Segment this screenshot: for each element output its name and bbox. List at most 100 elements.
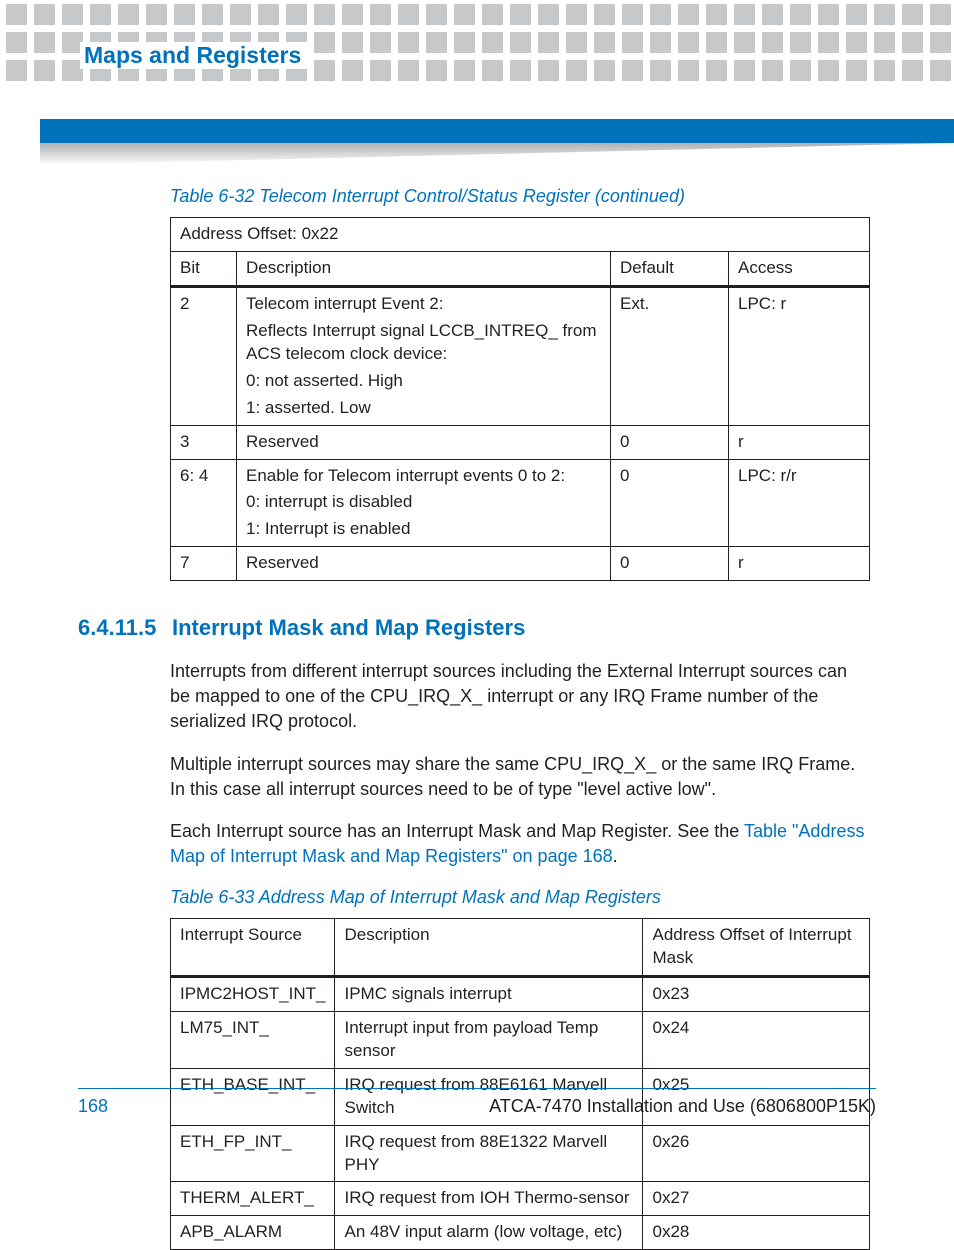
cell-description: IRQ request from IOH Thermo-sensor <box>335 1182 643 1216</box>
square-icon <box>622 32 643 53</box>
cell-address-offset: 0x24 <box>643 1011 870 1068</box>
square-icon <box>426 60 447 81</box>
col-interrupt-source: Interrupt Source <box>171 919 335 977</box>
col-description: Description <box>237 251 611 286</box>
square-icon <box>510 60 531 81</box>
page-number: 168 <box>78 1096 108 1117</box>
body-text: . <box>613 846 618 866</box>
square-row <box>0 4 954 25</box>
square-icon <box>258 4 279 25</box>
description-line: 0: not asserted. High <box>246 370 601 393</box>
square-icon <box>6 32 27 53</box>
square-icon <box>790 4 811 25</box>
table-header-row: Bit Description Default Access <box>171 251 870 286</box>
table-row: 7 Reserved 0r <box>171 547 870 581</box>
section-number: 6.4.11.5 <box>78 615 154 641</box>
square-icon <box>650 60 671 81</box>
cell-address-offset: 0x28 <box>643 1216 870 1250</box>
square-icon <box>314 60 335 81</box>
square-icon <box>454 60 475 81</box>
cell-default: 0 <box>611 459 729 547</box>
square-icon <box>34 60 55 81</box>
col-default: Default <box>611 251 729 286</box>
square-icon <box>678 60 699 81</box>
square-icon <box>342 60 363 81</box>
cell-description: An 48V input alarm (low voltage, etc) <box>335 1216 643 1250</box>
cell-description: IRQ request from 88E1322 Marvell PHY <box>335 1125 643 1182</box>
section-heading: 6.4.11.5 Interrupt Mask and Map Register… <box>78 615 876 641</box>
col-access: Access <box>729 251 870 286</box>
table-header-row: Interrupt Source Description Address Off… <box>171 919 870 977</box>
cell-bit: 6: 4 <box>171 459 237 547</box>
square-icon <box>650 32 671 53</box>
square-icon <box>846 4 867 25</box>
description-line: Reserved <box>246 552 601 575</box>
square-icon <box>482 4 503 25</box>
table-caption: Table 6-32 Telecom Interrupt Control/Sta… <box>170 186 876 207</box>
cell-bit: 3 <box>171 425 237 459</box>
square-icon <box>398 60 419 81</box>
square-icon <box>678 4 699 25</box>
square-icon <box>706 60 727 81</box>
square-icon <box>902 60 923 81</box>
table-row: ETH_FP_INT_IRQ request from 88E1322 Marv… <box>171 1125 870 1182</box>
square-icon <box>678 32 699 53</box>
footer-rule <box>78 1088 876 1089</box>
cell-bit: 2 <box>171 286 237 425</box>
cell-interrupt-source: THERM_ALERT_ <box>171 1182 335 1216</box>
square-icon <box>874 60 895 81</box>
description-line: Enable for Telecom interrupt events 0 to… <box>246 465 601 488</box>
table-row: LM75_INT_Interrupt input from payload Te… <box>171 1011 870 1068</box>
cell-access: r <box>729 547 870 581</box>
square-icon <box>538 60 559 81</box>
cell-description: Reserved <box>237 425 611 459</box>
square-icon <box>370 32 391 53</box>
square-icon <box>930 4 951 25</box>
square-icon <box>594 60 615 81</box>
header-blue-bar <box>40 119 954 143</box>
square-icon <box>734 4 755 25</box>
description-line: Reserved <box>246 431 601 454</box>
description-line: Reflects Interrupt signal LCCB_INTREQ_ f… <box>246 320 601 366</box>
square-icon <box>454 4 475 25</box>
body-text: Each Interrupt source has an Interrupt M… <box>170 821 744 841</box>
table-row: 3Reserved0r <box>171 425 870 459</box>
description-line: 1: asserted. Low <box>246 397 601 420</box>
cell-description: Interrupt input from payload Temp sensor <box>335 1011 643 1068</box>
square-icon <box>314 32 335 53</box>
square-icon <box>790 32 811 53</box>
square-icon <box>370 4 391 25</box>
square-icon <box>762 32 783 53</box>
cell-address-offset: 0x27 <box>643 1182 870 1216</box>
address-offset-cell: Address Offset: 0x22 <box>171 218 870 252</box>
square-icon <box>398 32 419 53</box>
chapter-title: Maps and Registers <box>80 42 311 69</box>
square-icon <box>6 4 27 25</box>
square-icon <box>34 4 55 25</box>
table-row: 6: 4 Enable for Telecom interrupt events … <box>171 459 870 547</box>
square-icon <box>286 4 307 25</box>
col-bit: Bit <box>171 251 237 286</box>
body-paragraph: Each Interrupt source has an Interrupt M… <box>170 819 870 869</box>
cell-interrupt-source: LM75_INT_ <box>171 1011 335 1068</box>
cell-bit: 7 <box>171 547 237 581</box>
cell-default: Ext. <box>611 286 729 425</box>
square-icon <box>874 32 895 53</box>
table-caption: Table 6-33 Address Map of Interrupt Mask… <box>170 887 876 908</box>
square-icon <box>566 60 587 81</box>
cell-interrupt-source: APB_ALARM <box>171 1216 335 1250</box>
square-icon <box>566 4 587 25</box>
square-icon <box>846 32 867 53</box>
cell-interrupt-source: ETH_FP_INT_ <box>171 1125 335 1182</box>
cell-interrupt-source: IPMC2HOST_INT_ <box>171 976 335 1011</box>
square-icon <box>846 60 867 81</box>
table-row: Address Offset: 0x22 <box>171 218 870 252</box>
cell-default: 0 <box>611 547 729 581</box>
square-icon <box>622 60 643 81</box>
square-icon <box>930 60 951 81</box>
square-icon <box>622 4 643 25</box>
body-paragraph: Multiple interrupt sources may share the… <box>170 752 870 802</box>
register-table: Address Offset: 0x22 Bit Description Def… <box>170 217 870 581</box>
square-icon <box>426 4 447 25</box>
square-icon <box>90 4 111 25</box>
